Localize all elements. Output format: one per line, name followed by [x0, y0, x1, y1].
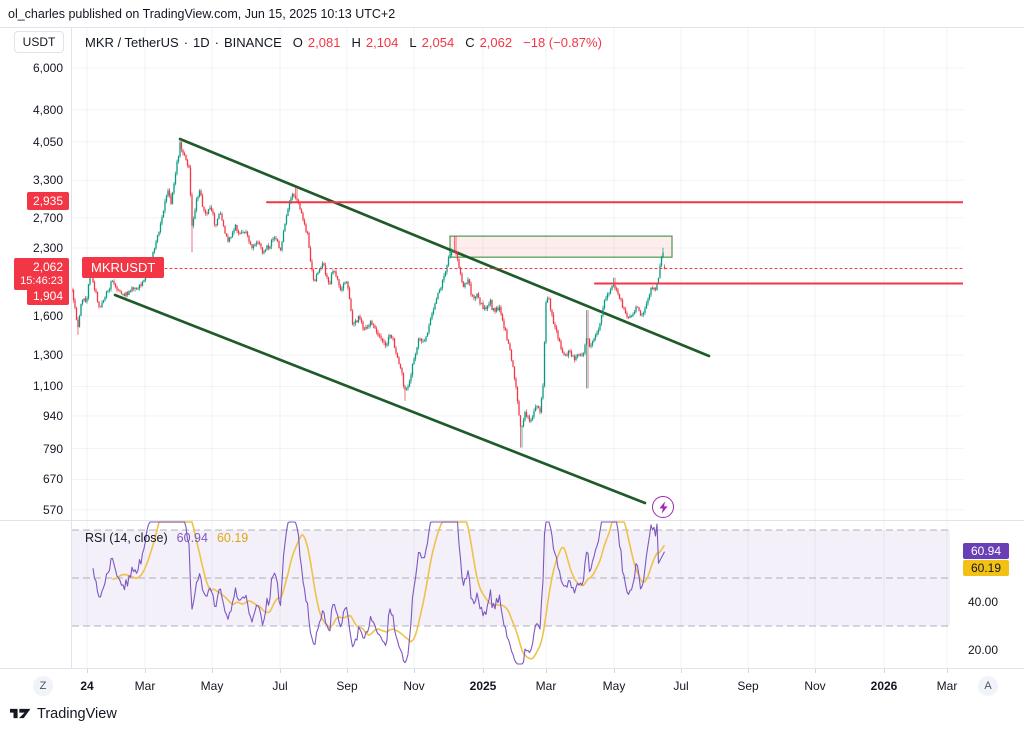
time-tick-label: Jul: [272, 679, 288, 693]
time-tick-mark: [347, 669, 348, 673]
auto-scale-button[interactable]: A: [978, 676, 998, 696]
price-tick-label: 670: [42, 472, 63, 487]
time-tick-mark: [748, 669, 749, 673]
price-tick-label: 2,300: [32, 240, 63, 255]
price-tick-label: 3,300: [32, 173, 63, 188]
interval-label[interactable]: 1D: [193, 35, 210, 50]
rsi-tick-label: 40.00: [968, 595, 999, 609]
time-tick-mark: [414, 669, 415, 673]
low-key: L: [409, 35, 417, 50]
price-tick-label: 570: [42, 502, 63, 517]
chart-legend: MKR / TetherUS · 1D · BINANCE O 2,081 H …: [85, 35, 602, 50]
rsi-value-badge: 60.94: [963, 543, 1009, 559]
pane-separator[interactable]: [0, 520, 1024, 521]
price-tick-label: 4,050: [32, 134, 63, 149]
time-tick-label: 24: [80, 679, 94, 693]
currency-toggle-button[interactable]: USDT: [14, 31, 64, 53]
open-key: O: [292, 35, 303, 50]
time-tick-mark: [87, 669, 88, 673]
price-line-badge: 1,904: [26, 287, 69, 305]
time-tick-label: Mar: [535, 679, 557, 693]
time-tick-label: May: [200, 679, 224, 693]
price-pane-canvas[interactable]: [72, 28, 963, 520]
low-value: 2,054: [421, 35, 455, 50]
rsi-value: 60.94: [176, 531, 208, 545]
time-tick-label: Mar: [936, 679, 958, 693]
change-value: −18 (−0.87%): [523, 35, 602, 50]
time-tick-mark: [815, 669, 816, 673]
timezone-button[interactable]: Z: [33, 676, 53, 696]
price-tick-label: 6,000: [32, 61, 63, 75]
time-tick-label: Sep: [336, 679, 358, 693]
close-key: C: [465, 35, 475, 50]
legend-dot: ·: [214, 35, 219, 50]
rsi-pane-canvas[interactable]: [72, 520, 963, 668]
price-tick-label: 1,600: [32, 309, 63, 324]
time-tick-mark: [614, 669, 615, 673]
tradingview-logo[interactable]: TradingView: [10, 705, 117, 722]
rsi-value-badge: 60.19: [963, 560, 1009, 576]
rsi-title[interactable]: RSI (14, close): [85, 531, 168, 545]
price-tick-label: 1,100: [32, 379, 63, 394]
lightning-icon: [658, 500, 668, 514]
time-tick-label: May: [602, 679, 626, 693]
time-tick-label: Nov: [403, 679, 425, 693]
attribution-bar: ol_charles published on TradingView.com,…: [0, 0, 1024, 28]
rsi-legend: RSI (14, close) 60.94 60.19: [85, 531, 248, 545]
symbol-title[interactable]: MKR / TetherUS: [85, 35, 179, 50]
tradingview-logo-text: TradingView: [37, 705, 117, 722]
price-tick-label: 1,300: [32, 348, 63, 363]
time-tick-label: Sep: [737, 679, 759, 693]
time-tick-mark: [546, 669, 547, 673]
time-tick-mark: [947, 669, 948, 673]
high-key: H: [351, 35, 361, 50]
high-value: 2,104: [365, 35, 399, 50]
exchange-label: BINANCE: [224, 35, 282, 50]
attribution-text: ol_charles published on TradingView.com,…: [8, 6, 396, 21]
time-tick-mark: [145, 669, 146, 673]
price-tick-label: 4,800: [32, 102, 63, 117]
tradingview-logo-icon: [10, 708, 31, 719]
flash-idea-marker[interactable]: [652, 496, 674, 518]
rsi-tick-label: 20.00: [968, 643, 999, 657]
time-tick-mark: [212, 669, 213, 673]
price-tick-label: 790: [42, 441, 63, 456]
time-tick-label: Jul: [673, 679, 689, 693]
rsi-ma-value: 60.19: [216, 531, 249, 545]
time-tick-label: 2025: [469, 679, 497, 693]
time-tick-mark: [280, 669, 281, 673]
price-tick-label: 2,700: [32, 210, 63, 225]
open-value: 2,081: [307, 35, 341, 50]
time-tick-label: Nov: [804, 679, 826, 693]
time-axis[interactable]: Z A 24 Mar May Jul Sep Nov 2025 Mar May Jul Sep Nov…: [0, 668, 1024, 701]
price-axis[interactable]: 6,000 4,800 4,050 3,300 2,700 2,300 1,600 1,300…: [0, 28, 72, 668]
price-line-badge: 2,935: [26, 192, 69, 210]
close-value: 2,062: [479, 35, 513, 50]
symbol-price-line-label: MKRUSDT: [82, 257, 165, 278]
price-tick-label: 940: [42, 408, 63, 423]
time-tick-mark: [681, 669, 682, 673]
time-tick-mark: [483, 669, 484, 673]
legend-dot: ·: [183, 35, 189, 50]
time-tick-label: 2026: [870, 679, 898, 693]
time-tick-mark: [884, 669, 885, 673]
time-tick-label: Mar: [134, 679, 156, 693]
price-line-badge: 2,062 15:46:23: [14, 258, 69, 290]
